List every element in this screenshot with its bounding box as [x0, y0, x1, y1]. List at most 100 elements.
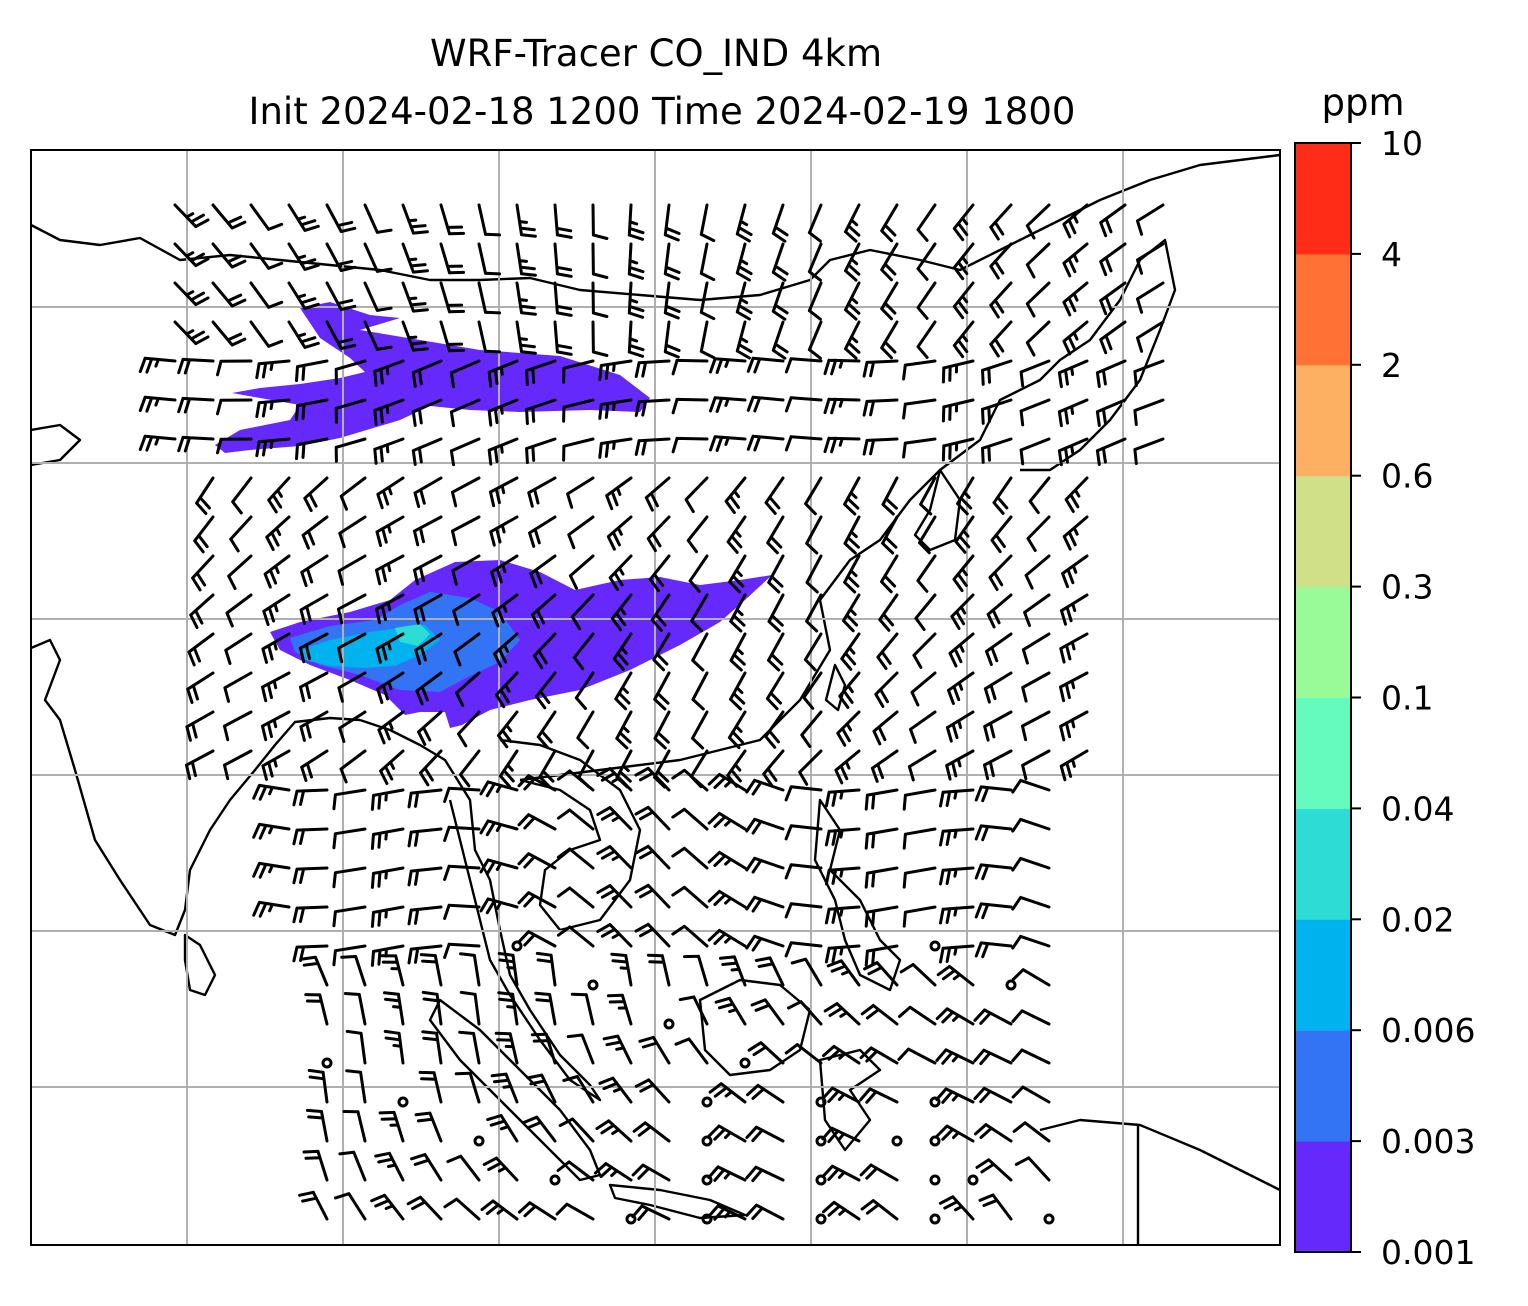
- wind-barb-379: [983, 749, 1013, 781]
- wind-barb-42: [699, 242, 716, 282]
- wind-barb-324: [729, 671, 747, 711]
- wind-barb-102: [916, 320, 937, 359]
- wind-barb-404: [292, 827, 329, 846]
- wind-barb-60: [363, 281, 393, 312]
- wind-barb-411: [556, 808, 595, 831]
- wind-barb-212: [1028, 476, 1051, 515]
- wind-barb-190: [195, 476, 215, 515]
- wind-barb-614: [625, 1213, 637, 1225]
- wind-barb-121: [598, 359, 633, 381]
- wind-barb-125: [746, 356, 785, 374]
- wind-barb-334: [185, 710, 215, 742]
- wind-barb-106: [1062, 320, 1089, 356]
- wind-barb-66: [591, 281, 609, 318]
- wind-barb-216: [265, 515, 291, 552]
- wind-barb-479: [784, 941, 823, 958]
- wind-barb-141: [334, 398, 367, 424]
- wind-barb-231: [843, 515, 861, 555]
- wind-barb-256: [880, 554, 899, 594]
- wind-barb-415: [707, 811, 747, 831]
- wind-barb-484: [974, 941, 1013, 959]
- wind-barb-14: [663, 203, 681, 242]
- wind-barb-450: [443, 903, 481, 920]
- wind-barb-354: [945, 710, 975, 743]
- wind-barb-267: [375, 593, 405, 625]
- wind-barb-249: [608, 554, 633, 592]
- wind-barb-73: [844, 281, 861, 321]
- wind-barb-39: [591, 242, 609, 279]
- wind-barb-440: [864, 866, 899, 889]
- wind-barb-323: [691, 671, 709, 711]
- coastline-china: [519, 299, 1121, 782]
- wind-barb-327: [838, 671, 861, 709]
- colorbar-blocks: [1295, 143, 1351, 1253]
- wind-barb-325: [765, 671, 785, 711]
- wind-barb-374: [798, 749, 823, 786]
- wind-barb-246: [490, 554, 519, 587]
- wind-barb-598: [745, 1165, 785, 1183]
- wind-barb-426: [332, 866, 367, 889]
- wind-barb-170: [411, 437, 443, 466]
- wind-barb-382: [252, 783, 291, 801]
- wind-barb-322: [653, 671, 671, 711]
- wind-barb-488: [380, 954, 405, 987]
- wind-barb-5: [325, 203, 357, 233]
- wind-barb-147: [562, 398, 595, 423]
- colorbar-tick-label-9: 4: [1381, 235, 1402, 274]
- colorbar-label: ppm: [1321, 81, 1404, 124]
- wind-barb-356: [1021, 710, 1051, 742]
- wind-barb-489: [419, 953, 443, 987]
- wind-barb-599: [815, 1174, 827, 1186]
- wind-barb-115: [373, 359, 405, 387]
- wind-barb-556: [701, 1096, 713, 1108]
- wind-barb-173: [525, 437, 557, 464]
- wind-barb-505: [1011, 968, 1051, 987]
- wind-barb-33: [363, 242, 393, 273]
- wind-barb-529: [421, 1030, 443, 1065]
- wind-barb-88: [401, 320, 429, 352]
- wind-barb-386: [407, 788, 443, 809]
- wind-barb-563: [935, 1087, 975, 1104]
- wind-barb-114: [334, 359, 367, 385]
- wind-barb-326: [802, 671, 823, 710]
- wind-barb-287: [224, 632, 253, 665]
- wind-barb-233: [918, 515, 937, 555]
- wind-barb-107: [1099, 320, 1127, 355]
- wind-barb-502: [899, 963, 937, 987]
- wind-barb-534: [602, 1034, 633, 1065]
- wind-barb-153: [784, 396, 823, 413]
- wind-barb-619: [815, 1213, 827, 1225]
- wind-barb-70: [735, 281, 753, 321]
- wind-barb-532: [530, 1032, 557, 1065]
- wind-barb-477: [707, 928, 747, 948]
- wind-barb-342: [497, 710, 519, 749]
- colorbar-tick-label-8: 2: [1381, 346, 1402, 385]
- wind-barb-19: [844, 203, 861, 243]
- wind-barb-251: [688, 554, 709, 593]
- wind-barb-545: [1011, 1048, 1051, 1065]
- wind-barb-461: [864, 905, 899, 928]
- wind-barb-357: [1059, 710, 1089, 742]
- wind-barb-509: [421, 990, 443, 1026]
- wind-barb-210: [956, 476, 975, 516]
- map-panel: [30, 149, 1281, 1246]
- wind-barb-376: [870, 749, 899, 783]
- wind-barb-135: [1133, 359, 1165, 387]
- wind-barb-446: [292, 905, 329, 924]
- wind-barb-284: [1023, 593, 1051, 627]
- colorbar-block-9: [1295, 143, 1351, 255]
- wind-barb-148: [598, 398, 633, 420]
- wind-barb-240: [263, 554, 291, 589]
- wind-barb-385: [370, 788, 405, 811]
- colorbar-block-8: [1295, 253, 1351, 366]
- wind-barb-189: [1133, 437, 1165, 465]
- wind-barb-543: [935, 1048, 975, 1065]
- wind-barb-423: [1011, 817, 1051, 833]
- wind-barb-345: [615, 710, 633, 750]
- wind-barb-428: [407, 866, 443, 887]
- wind-barb-12: [591, 203, 609, 240]
- wind-barb-392: [634, 766, 671, 792]
- wind-barb-229: [766, 515, 785, 555]
- wind-barb-492: [535, 951, 557, 987]
- wind-barb-152: [746, 395, 785, 413]
